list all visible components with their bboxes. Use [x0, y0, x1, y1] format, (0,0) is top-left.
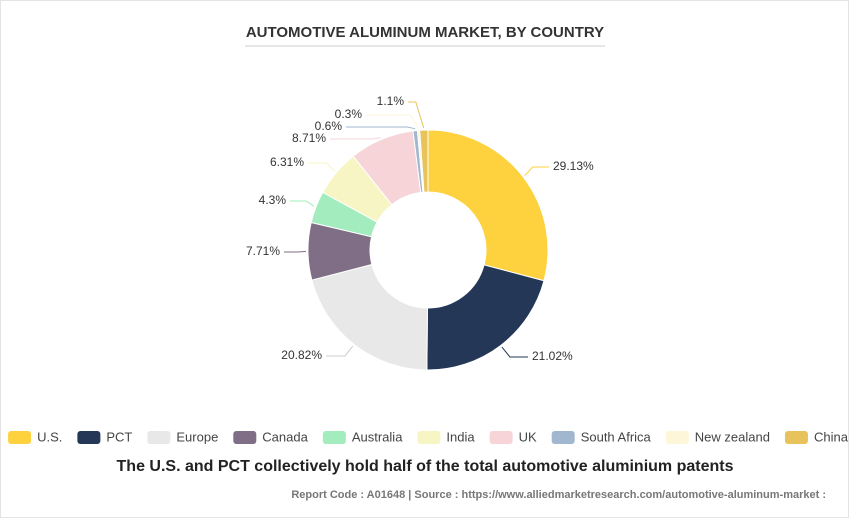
data-label: 20.82%	[281, 348, 322, 362]
leader-line	[501, 346, 528, 358]
legend-swatch	[489, 431, 513, 444]
legend-swatch	[233, 431, 257, 444]
legend-label: Australia	[352, 429, 403, 444]
leader-line	[284, 250, 307, 253]
data-label: 7.71%	[246, 244, 280, 258]
caption: The U.S. and PCT collectively hold half …	[117, 458, 734, 475]
legend-swatch	[8, 431, 32, 444]
leader-line	[308, 162, 336, 172]
legend-swatch	[147, 431, 171, 444]
legend-label: UK	[519, 429, 537, 444]
legend-label: U.S.	[37, 429, 62, 444]
data-label: 21.02%	[532, 349, 573, 363]
legend-swatch	[665, 431, 689, 444]
legend-label: Canada	[262, 429, 308, 444]
legend-swatch	[551, 431, 575, 444]
legend-label: China	[814, 429, 849, 444]
leader-line	[524, 166, 549, 176]
legend-swatch	[77, 431, 101, 444]
legend-label: Europe	[176, 429, 218, 444]
leader-line	[330, 137, 381, 140]
leader-line	[346, 126, 416, 130]
legend-label: New zealand	[695, 429, 770, 444]
leader-line	[366, 114, 419, 129]
leader-line	[326, 345, 354, 357]
data-label: 0.3%	[335, 107, 363, 121]
data-label: 1.1%	[377, 94, 405, 108]
legend-swatch	[417, 431, 441, 444]
slice	[311, 263, 428, 371]
data-label: 8.71%	[292, 131, 326, 145]
legend-swatch	[322, 431, 346, 444]
legend-label: South Africa	[581, 429, 652, 444]
data-label: 4.3%	[259, 193, 287, 207]
slice	[419, 129, 429, 193]
slice	[427, 129, 549, 282]
legend-label: PCT	[106, 429, 132, 444]
data-label: 0.6%	[315, 119, 343, 133]
chart-title: AUTOMOTIVE ALUMINUM MARKET, BY COUNTRY	[246, 24, 604, 41]
slice	[426, 264, 545, 371]
footer: Report Code : A01648 | Source : https://…	[291, 489, 826, 501]
leader-line	[290, 200, 315, 207]
data-label: 6.31%	[270, 155, 304, 169]
data-label: 29.13%	[553, 159, 594, 173]
legend-label: India	[446, 429, 475, 444]
leader-line	[408, 101, 425, 129]
legend-swatch	[784, 431, 808, 444]
